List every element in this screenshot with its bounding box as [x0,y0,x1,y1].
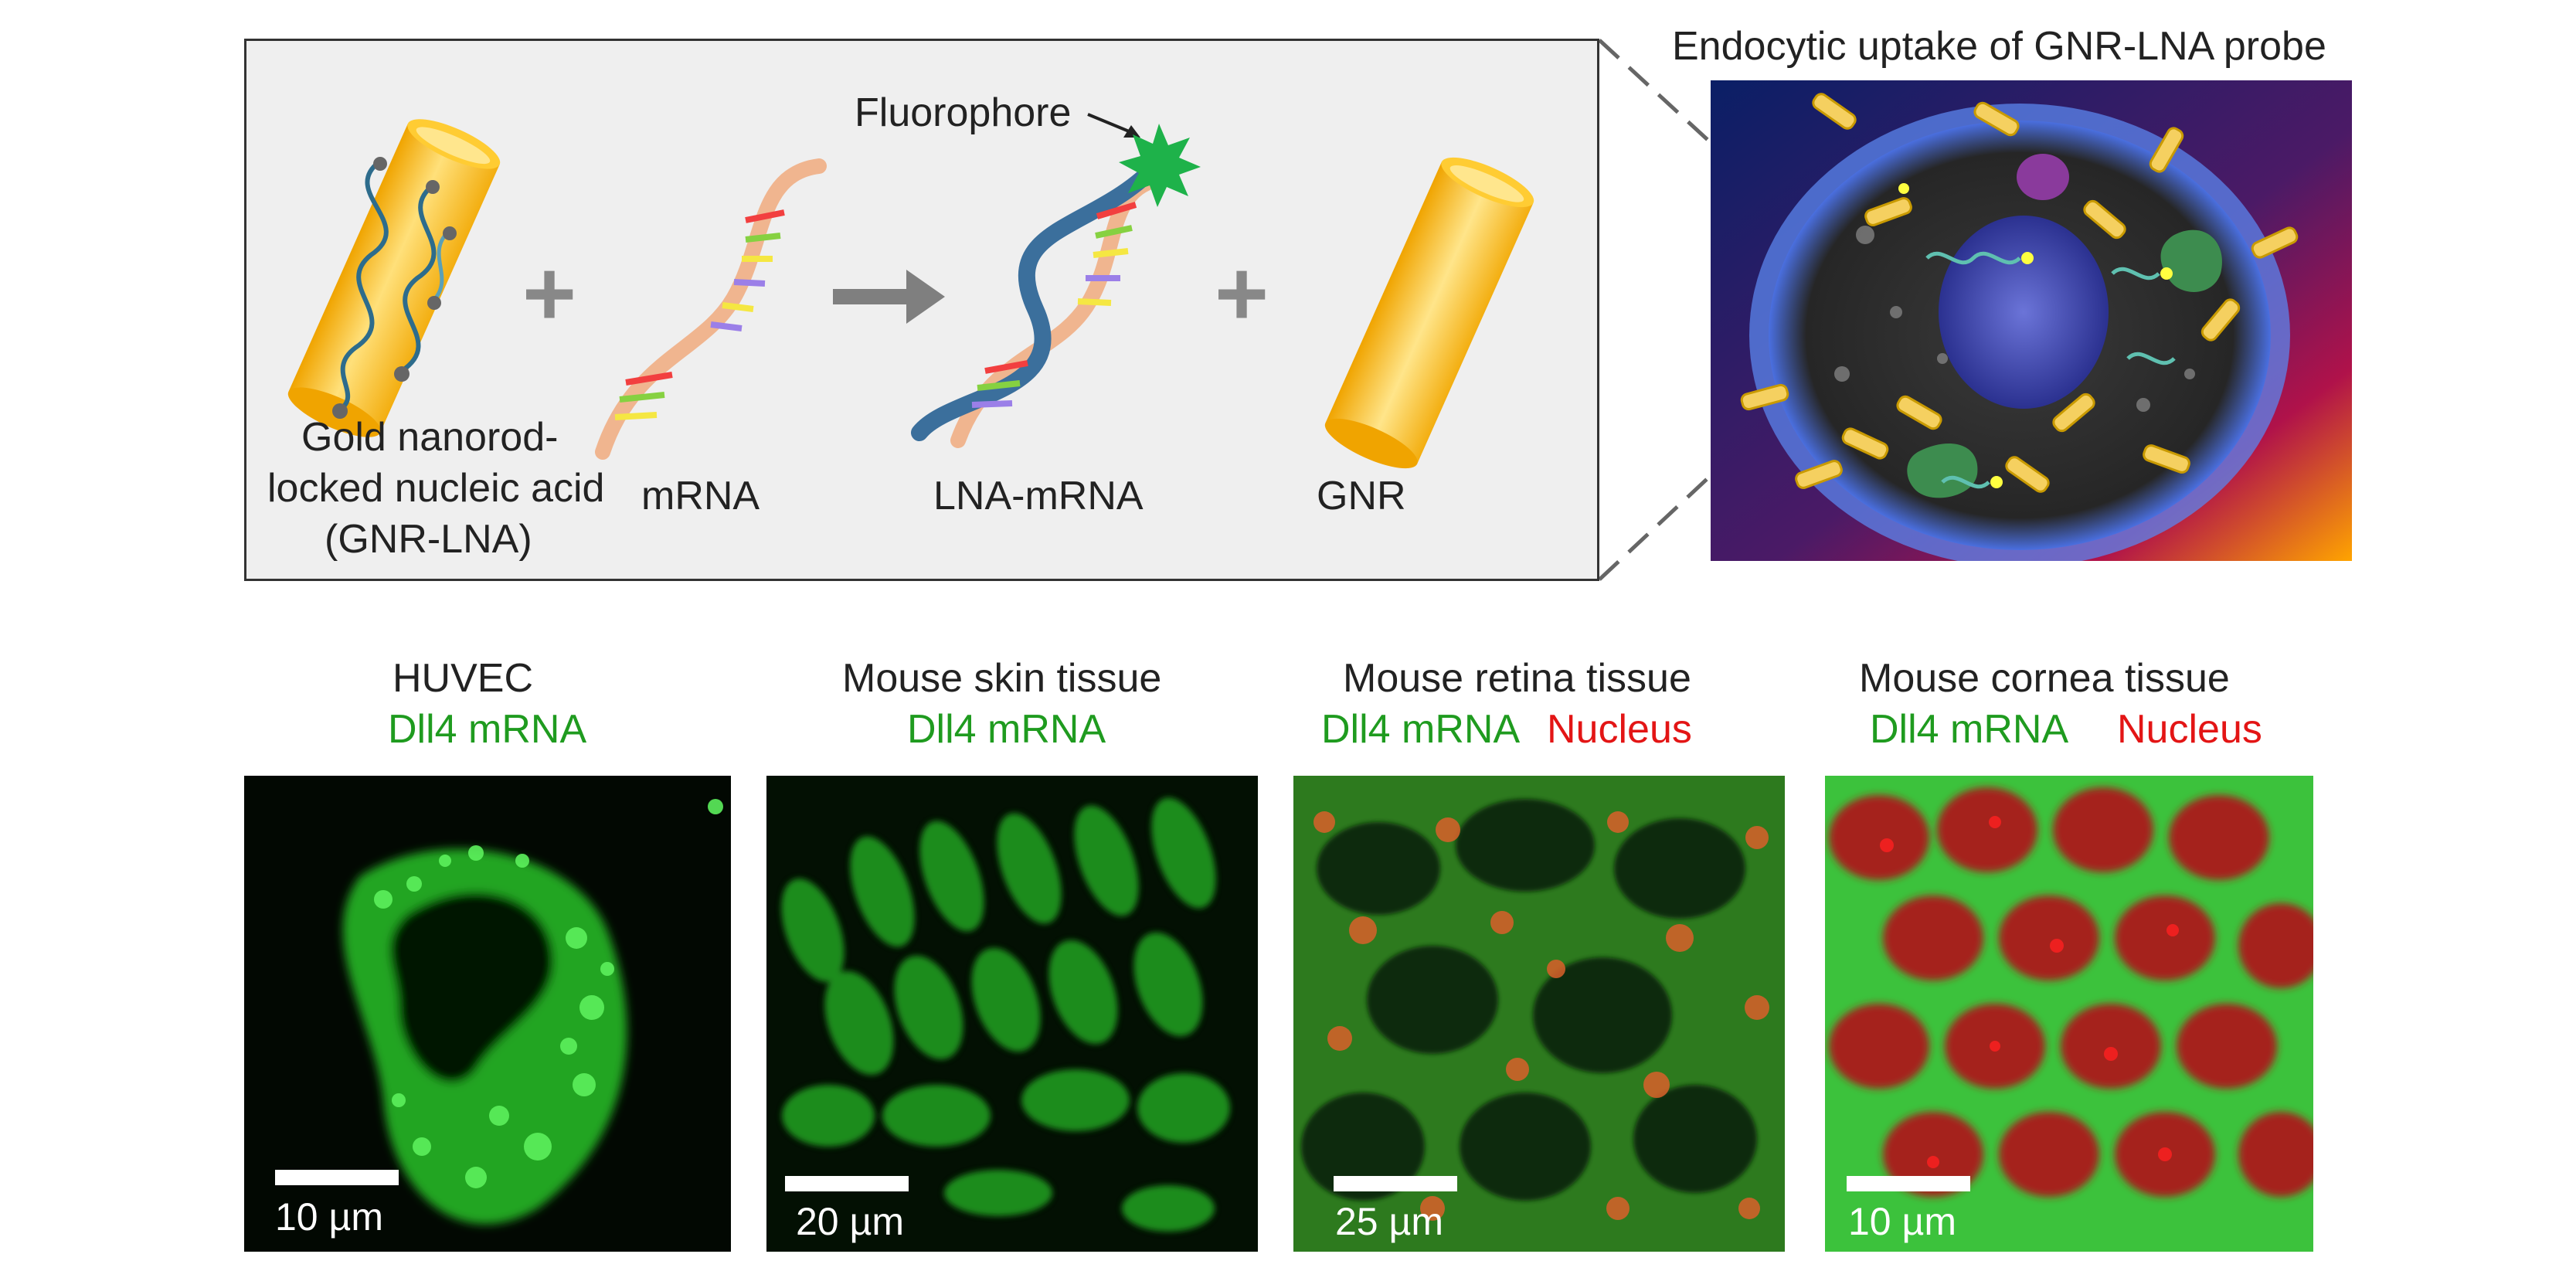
plus-sign-2: + [1215,242,1269,345]
panel-3-scale-bar [1334,1176,1457,1191]
panel-1-scale-label: 10 µm [275,1195,383,1239]
gnr-rod-illustration [1324,157,1534,469]
mrna-strand-illustration [595,158,827,460]
panel-1-title: HUVEC [393,656,534,701]
lna-mrna-label: LNA-mRNA [933,474,1144,518]
uptake-title: Endocytic uptake of GNR-LNA probe [1672,24,2326,69]
panel-4-title: Mouse cornea tissue [1859,656,2230,701]
panel-3-label-nucleus: Nucleus [1547,707,1692,752]
panel-2-image: 20 µm [766,776,1258,1252]
panel-2-scale-label: 20 µm [796,1200,904,1243]
panel-3-label-dll4: Dll4 mRNA [1321,707,1521,752]
zoom-connector-lines [1599,39,1717,581]
gnr-lna-probe-illustration [287,119,501,437]
gnr-lna-label-line2: locked nucleic acid [267,466,605,511]
panel-4-scale-bar [1847,1176,1970,1191]
panel-2-scale-bar [785,1176,909,1191]
panel-2-label-dll4: Dll4 mRNA [907,707,1106,752]
lna-mrna-duplex-illustration [911,124,1201,448]
panel-3-title: Mouse retina tissue [1343,656,1691,701]
panel-4-label-nucleus: Nucleus [2117,707,2262,752]
gnr-lna-label-line3: (GNR-LNA) [325,517,532,562]
panel-4-scale-label: 10 µm [1848,1200,1956,1243]
panel-3-scale-label: 25 µm [1335,1200,1443,1243]
reaction-arrow-icon [833,270,945,324]
panel-1-scale-bar [275,1170,399,1185]
panel-2-title: Mouse skin tissue [842,656,1162,701]
fluorophore-label: Fluorophore [855,90,1072,135]
panel-1-label-dll4: Dll4 mRNA [388,707,587,752]
panel-4-image: 10 µm [1825,776,2313,1252]
panel-3-image: 25 µm [1293,776,1785,1252]
gnr-lna-label-line1: Gold nanorod- [301,415,559,460]
cell-uptake-illustration [1711,80,2352,561]
mrna-label: mRNA [641,474,760,518]
panel-1-image: 10 µm [244,776,731,1252]
fluorophore-pointer-icon [1087,113,1140,138]
panel-4-label-dll4: Dll4 mRNA [1870,707,2069,752]
gnr-label: GNR [1317,474,1406,518]
plus-sign-1: + [522,242,577,345]
